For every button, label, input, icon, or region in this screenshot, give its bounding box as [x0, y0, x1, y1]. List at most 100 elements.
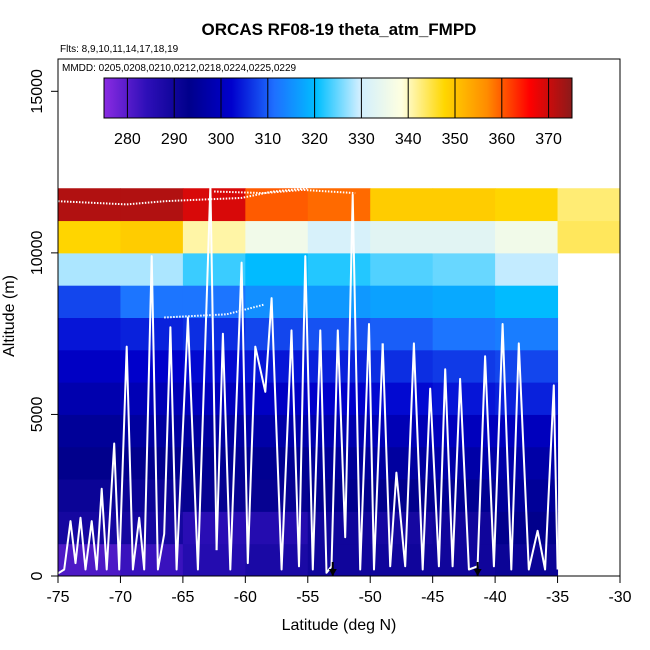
heatmap-cell — [307, 479, 371, 512]
plot-frame — [57, 58, 621, 577]
colorbar-ticks: 280 290 300 310 320 330 340 350 360 370 — [114, 78, 562, 148]
heatmap-cell — [245, 220, 309, 254]
flight-track-profile-1 — [58, 184, 218, 575]
colorbar-tick-label: 290 — [161, 131, 188, 148]
flight-track-profile-3 — [381, 323, 559, 571]
heatmap-cell — [182, 479, 246, 512]
colorbar-tick-label: 340 — [395, 131, 422, 148]
heatmap-cell — [58, 220, 121, 254]
heatmap-cells — [58, 188, 620, 576]
x-tick-label: -65 — [171, 589, 194, 606]
x-tick-label: -40 — [484, 589, 507, 606]
x-tick-label: -60 — [234, 589, 257, 606]
heatmap-cell — [120, 511, 184, 545]
colorbar-tick-label: 350 — [442, 131, 469, 148]
heatmap-cell — [307, 252, 371, 286]
flight-track-profile-2 — [215, 193, 384, 574]
x-tick-label: -50 — [359, 589, 382, 606]
heatmap-cell — [182, 285, 246, 318]
heatmap-cell — [495, 446, 559, 480]
heatmap-cell — [120, 349, 184, 383]
heatmap-cell — [58, 349, 121, 383]
heatmap-cell — [245, 285, 309, 318]
heatmap-cell — [182, 511, 246, 545]
y-axis-label: Altitude (m) — [1, 275, 18, 357]
heatmap-cell — [432, 543, 496, 576]
colorbar-tick-label: 300 — [208, 131, 235, 148]
heatmap-cell — [245, 382, 309, 415]
heatmap-cell — [432, 285, 496, 318]
heatmap-cell — [120, 317, 184, 351]
flight-leg-ferry-2 — [164, 303, 265, 319]
heatmap-cell — [58, 543, 121, 576]
heatmap-cell — [58, 414, 121, 448]
heatmap-cell — [245, 317, 309, 351]
heatmap-cell — [370, 285, 434, 318]
x-tick-label: -35 — [546, 589, 569, 606]
heatmap-cell — [557, 220, 620, 254]
heatmap-cell — [58, 285, 121, 318]
heatmap-cell — [58, 446, 121, 480]
colorbar: 280 290 300 310 320 330 340 350 360 370 — [103, 77, 573, 148]
x-tick-label: -45 — [421, 589, 444, 606]
x-tick-label: -55 — [296, 589, 319, 606]
heatmap-cell — [370, 252, 434, 286]
heatmap-cell — [182, 188, 246, 222]
y-axis: 0 5000 10000 15000 — [29, 69, 58, 580]
heatmap-cell — [245, 479, 309, 512]
heatmap-cell — [432, 317, 496, 351]
heatmap-cell — [182, 543, 246, 576]
arrow-1-head — [328, 569, 337, 576]
heatmap-cell — [307, 220, 371, 254]
x-tick-label: -75 — [46, 589, 69, 606]
heatmap-cell — [432, 188, 496, 222]
flight-tracks — [58, 184, 559, 575]
heatmap-cell — [58, 252, 121, 286]
heatmap-cell — [370, 349, 434, 383]
y-tick-label: 15000 — [29, 69, 46, 114]
colorbar-ramp — [103, 77, 573, 119]
heatmap-cell — [432, 511, 496, 545]
heatmap-cell — [432, 252, 496, 286]
heatmap-cell — [370, 220, 434, 254]
heatmap-cell — [307, 446, 371, 480]
heatmap-cell — [495, 349, 559, 383]
heatmap-cell — [245, 252, 309, 286]
heatmap-cell — [58, 188, 121, 222]
colorbar-tick-label: 310 — [254, 131, 281, 148]
heatmap-cell — [495, 252, 559, 286]
flights-note: Flts: 8,9,10,11,14,17,18,19 — [60, 44, 179, 55]
heatmap-cell — [182, 220, 246, 254]
heatmap-cell — [495, 220, 559, 254]
colorbar-tick-label: 370 — [535, 131, 562, 148]
heatmap-cell — [495, 188, 559, 222]
heatmap-cell — [370, 446, 434, 480]
markers — [328, 562, 482, 576]
x-axis: -75 -70 -65 -60 -55 -50 -45 -40 -35 -30 — [46, 576, 632, 606]
heatmap-cell — [245, 188, 309, 222]
arrow-2-head — [473, 569, 482, 576]
heatmap-cell — [432, 220, 496, 254]
colorbar-tick-label: 330 — [348, 131, 375, 148]
heatmap-cell — [120, 543, 184, 576]
heatmap-cell — [370, 479, 434, 512]
y-tick-label: 5000 — [29, 397, 46, 433]
chart-title: ORCAS RF08-19 theta_atm_FMPD — [202, 20, 477, 39]
dates-note: MMDD: 0205,0208,0210,0212,0218,0224,0225… — [62, 63, 297, 74]
heatmap-cell — [495, 317, 559, 351]
heatmap-cell — [495, 543, 559, 576]
heatmap-cell — [58, 382, 121, 415]
heatmap-cell — [557, 188, 620, 222]
heatmap-cell — [182, 317, 246, 351]
flight-leg-ferry-1 — [58, 187, 308, 206]
x-tick-label: -30 — [608, 589, 631, 606]
heatmap-cell — [120, 188, 184, 222]
heatmap-cell — [58, 317, 121, 351]
colorbar-tick-label: 360 — [488, 131, 515, 148]
heatmap-cell — [182, 252, 246, 286]
colorbar-tick-label: 320 — [301, 131, 328, 148]
colorbar-tick-label: 280 — [114, 131, 141, 148]
heatmap-cell — [307, 285, 371, 318]
heatmap-cell — [370, 317, 434, 351]
x-axis-label: Latitude (deg N) — [282, 617, 397, 634]
